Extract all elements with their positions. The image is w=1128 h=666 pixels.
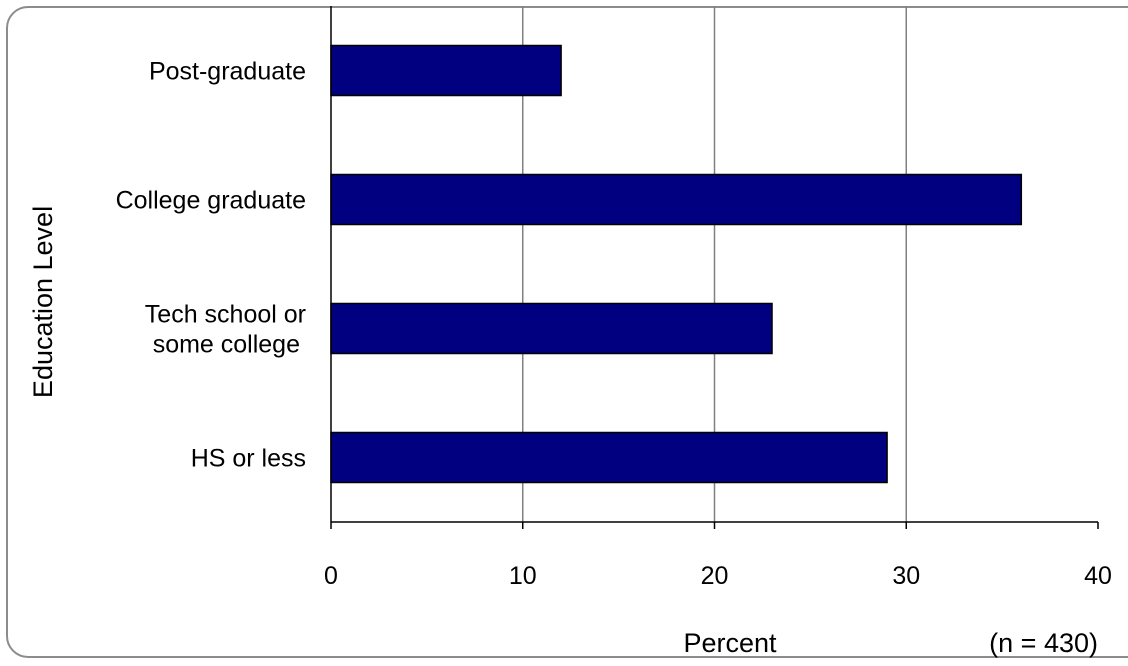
category-label-post-graduate: Post-graduate bbox=[149, 58, 306, 86]
y-axis-title: Education Level bbox=[28, 206, 58, 398]
category-label-college-graduate: College graduate bbox=[116, 187, 306, 215]
bar-hs-or-less bbox=[330, 431, 888, 484]
x-tick-label-20: 20 bbox=[701, 562, 729, 590]
bar-tech-school-or-some-college bbox=[330, 302, 773, 355]
x-tick-label-30: 30 bbox=[892, 562, 920, 590]
x-axis-title: Percent bbox=[683, 628, 777, 658]
x-tick-label-0: 0 bbox=[324, 562, 338, 590]
x-tick-label-40: 40 bbox=[1084, 562, 1112, 590]
sample-size-note: (n = 430) bbox=[989, 628, 1098, 658]
labels: 0 10 20 30 40 Post-graduate College graduate Te… bbox=[116, 58, 1112, 591]
x-tick-label-10: 10 bbox=[509, 562, 537, 590]
category-label-hs-or-less: HS or less bbox=[191, 445, 306, 473]
category-label-tech-school-or-some-college: Tech school or some college bbox=[145, 301, 306, 359]
bars bbox=[330, 44, 1023, 484]
bar-post-graduate bbox=[330, 44, 562, 97]
bar-college-graduate bbox=[330, 173, 1023, 226]
axes bbox=[330, 6, 1099, 529]
